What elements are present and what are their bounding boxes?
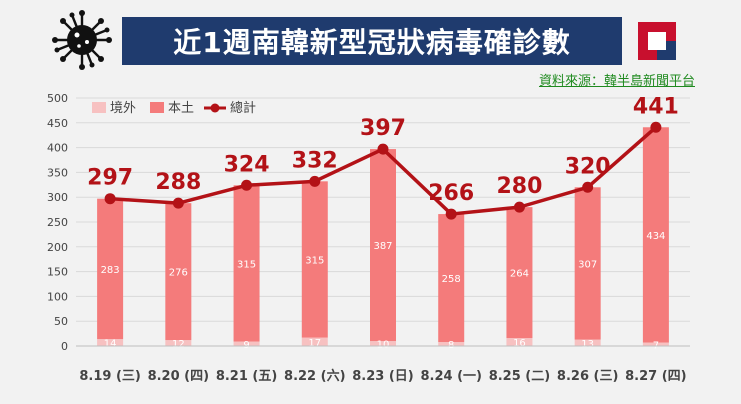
data-label-local: 264 <box>510 269 529 280</box>
x-tick-label: 8.24 (一) <box>420 369 481 384</box>
page-title: 近1週南韓新型冠狀病毒確診數 <box>122 17 622 65</box>
bar-imported <box>165 340 192 346</box>
data-label-local: 315 <box>305 255 324 266</box>
bar-local <box>233 185 260 342</box>
y-tick-label: 250 <box>47 216 68 229</box>
data-label-imported: 13 <box>581 339 594 350</box>
bar-local <box>165 203 192 341</box>
y-tick-label: 0 <box>61 340 68 353</box>
data-label-total: 397 <box>360 116 406 141</box>
x-tick-label: 8.23 (日) <box>352 369 413 384</box>
bars: 2831427612315931517387102588264163071343… <box>97 127 669 351</box>
data-label-local: 434 <box>646 231 665 242</box>
data-label-imported: 14 <box>104 339 117 350</box>
x-tick-label: 8.22 (六) <box>284 368 345 384</box>
data-label-local: 283 <box>101 265 120 276</box>
legend-marker-total <box>210 103 220 113</box>
legend-label-imported: 境外 <box>110 101 136 116</box>
y-tick-label: 450 <box>47 117 68 130</box>
y-tick-label: 150 <box>47 266 68 279</box>
bar-imported <box>438 342 465 346</box>
logo-icon <box>638 22 676 60</box>
y-tick-label: 400 <box>47 142 68 155</box>
data-label-total: 297 <box>87 166 133 191</box>
data-label-total: 266 <box>428 181 474 206</box>
data-label-imported: 17 <box>308 338 321 349</box>
legend-label-total: 總計 <box>230 100 256 116</box>
source-link[interactable]: 資料來源：韓半島新聞平台 <box>538 74 695 89</box>
data-label-total: 332 <box>292 148 338 173</box>
total-point <box>513 201 525 213</box>
bar-imported <box>97 339 124 346</box>
data-label-imported: 10 <box>377 340 390 351</box>
data-label-total: 441 <box>633 94 679 119</box>
legend-label-local: 本土 <box>168 101 194 116</box>
y-axis: 0 50 100 150 200 250 300 350 400 450 500 <box>47 92 68 353</box>
legend-swatch-imported <box>92 102 106 113</box>
total-point <box>241 179 253 191</box>
bar-imported <box>301 337 328 346</box>
total-point <box>309 175 321 187</box>
data-label-local: 387 <box>373 241 392 252</box>
data-label-local: 258 <box>442 274 461 285</box>
bar-imported <box>574 339 601 346</box>
y-tick-label: 200 <box>47 241 68 254</box>
bar-local <box>438 214 465 343</box>
total-point <box>172 197 184 209</box>
bar-imported <box>642 342 669 346</box>
bar-imported <box>233 341 260 346</box>
bar-local <box>574 187 601 340</box>
data-label-total: 280 <box>496 174 542 199</box>
total-line: 297 288 324 332 397 266 280 320 441 <box>87 94 679 220</box>
total-point <box>445 208 457 220</box>
bar-imported <box>370 341 396 346</box>
data-label-local: 307 <box>578 259 597 270</box>
data-label-local: 315 <box>237 259 256 270</box>
total-point <box>582 181 594 193</box>
x-tick-label: 8.21 (五) <box>216 369 277 384</box>
x-tick-label: 8.19 (三) <box>79 369 140 384</box>
bar-local <box>97 198 124 340</box>
bar-imported <box>506 338 533 346</box>
data-label-imported: 12 <box>172 339 185 350</box>
x-tick-label: 8.20 (四) <box>148 369 209 384</box>
y-tick-label: 500 <box>47 92 68 105</box>
data-label-total: 324 <box>224 152 270 177</box>
x-axis: 8.19 (三) 8.20 (四) 8.21 (五) 8.22 (六) 8.23 (日)… <box>76 345 690 384</box>
x-tick-label: 8.27 (四) <box>625 369 686 384</box>
data-label-imported: 16 <box>513 338 526 349</box>
data-label-total: 320 <box>565 154 611 179</box>
x-tick-label: 8.25 (二) <box>489 369 550 384</box>
total-point <box>650 121 662 133</box>
data-label-total: 288 <box>155 170 201 195</box>
y-tick-label: 350 <box>47 166 68 179</box>
y-tick-label: 100 <box>47 290 68 303</box>
virus-icon <box>52 10 112 70</box>
data-label-imported: 9 <box>243 340 249 351</box>
bar-local <box>642 127 669 343</box>
bar-local <box>506 207 533 339</box>
data-label-local: 276 <box>169 268 188 279</box>
bar-local <box>370 149 396 342</box>
y-tick-label: 50 <box>54 315 68 328</box>
legend: 境外 本土 總計 <box>92 100 256 116</box>
bar-local <box>301 181 328 338</box>
x-tick-label: 8.26 (三) <box>557 369 618 384</box>
total-point <box>377 143 389 155</box>
total-point <box>104 193 116 205</box>
legend-swatch-local <box>150 102 164 113</box>
y-tick-label: 300 <box>47 191 68 204</box>
